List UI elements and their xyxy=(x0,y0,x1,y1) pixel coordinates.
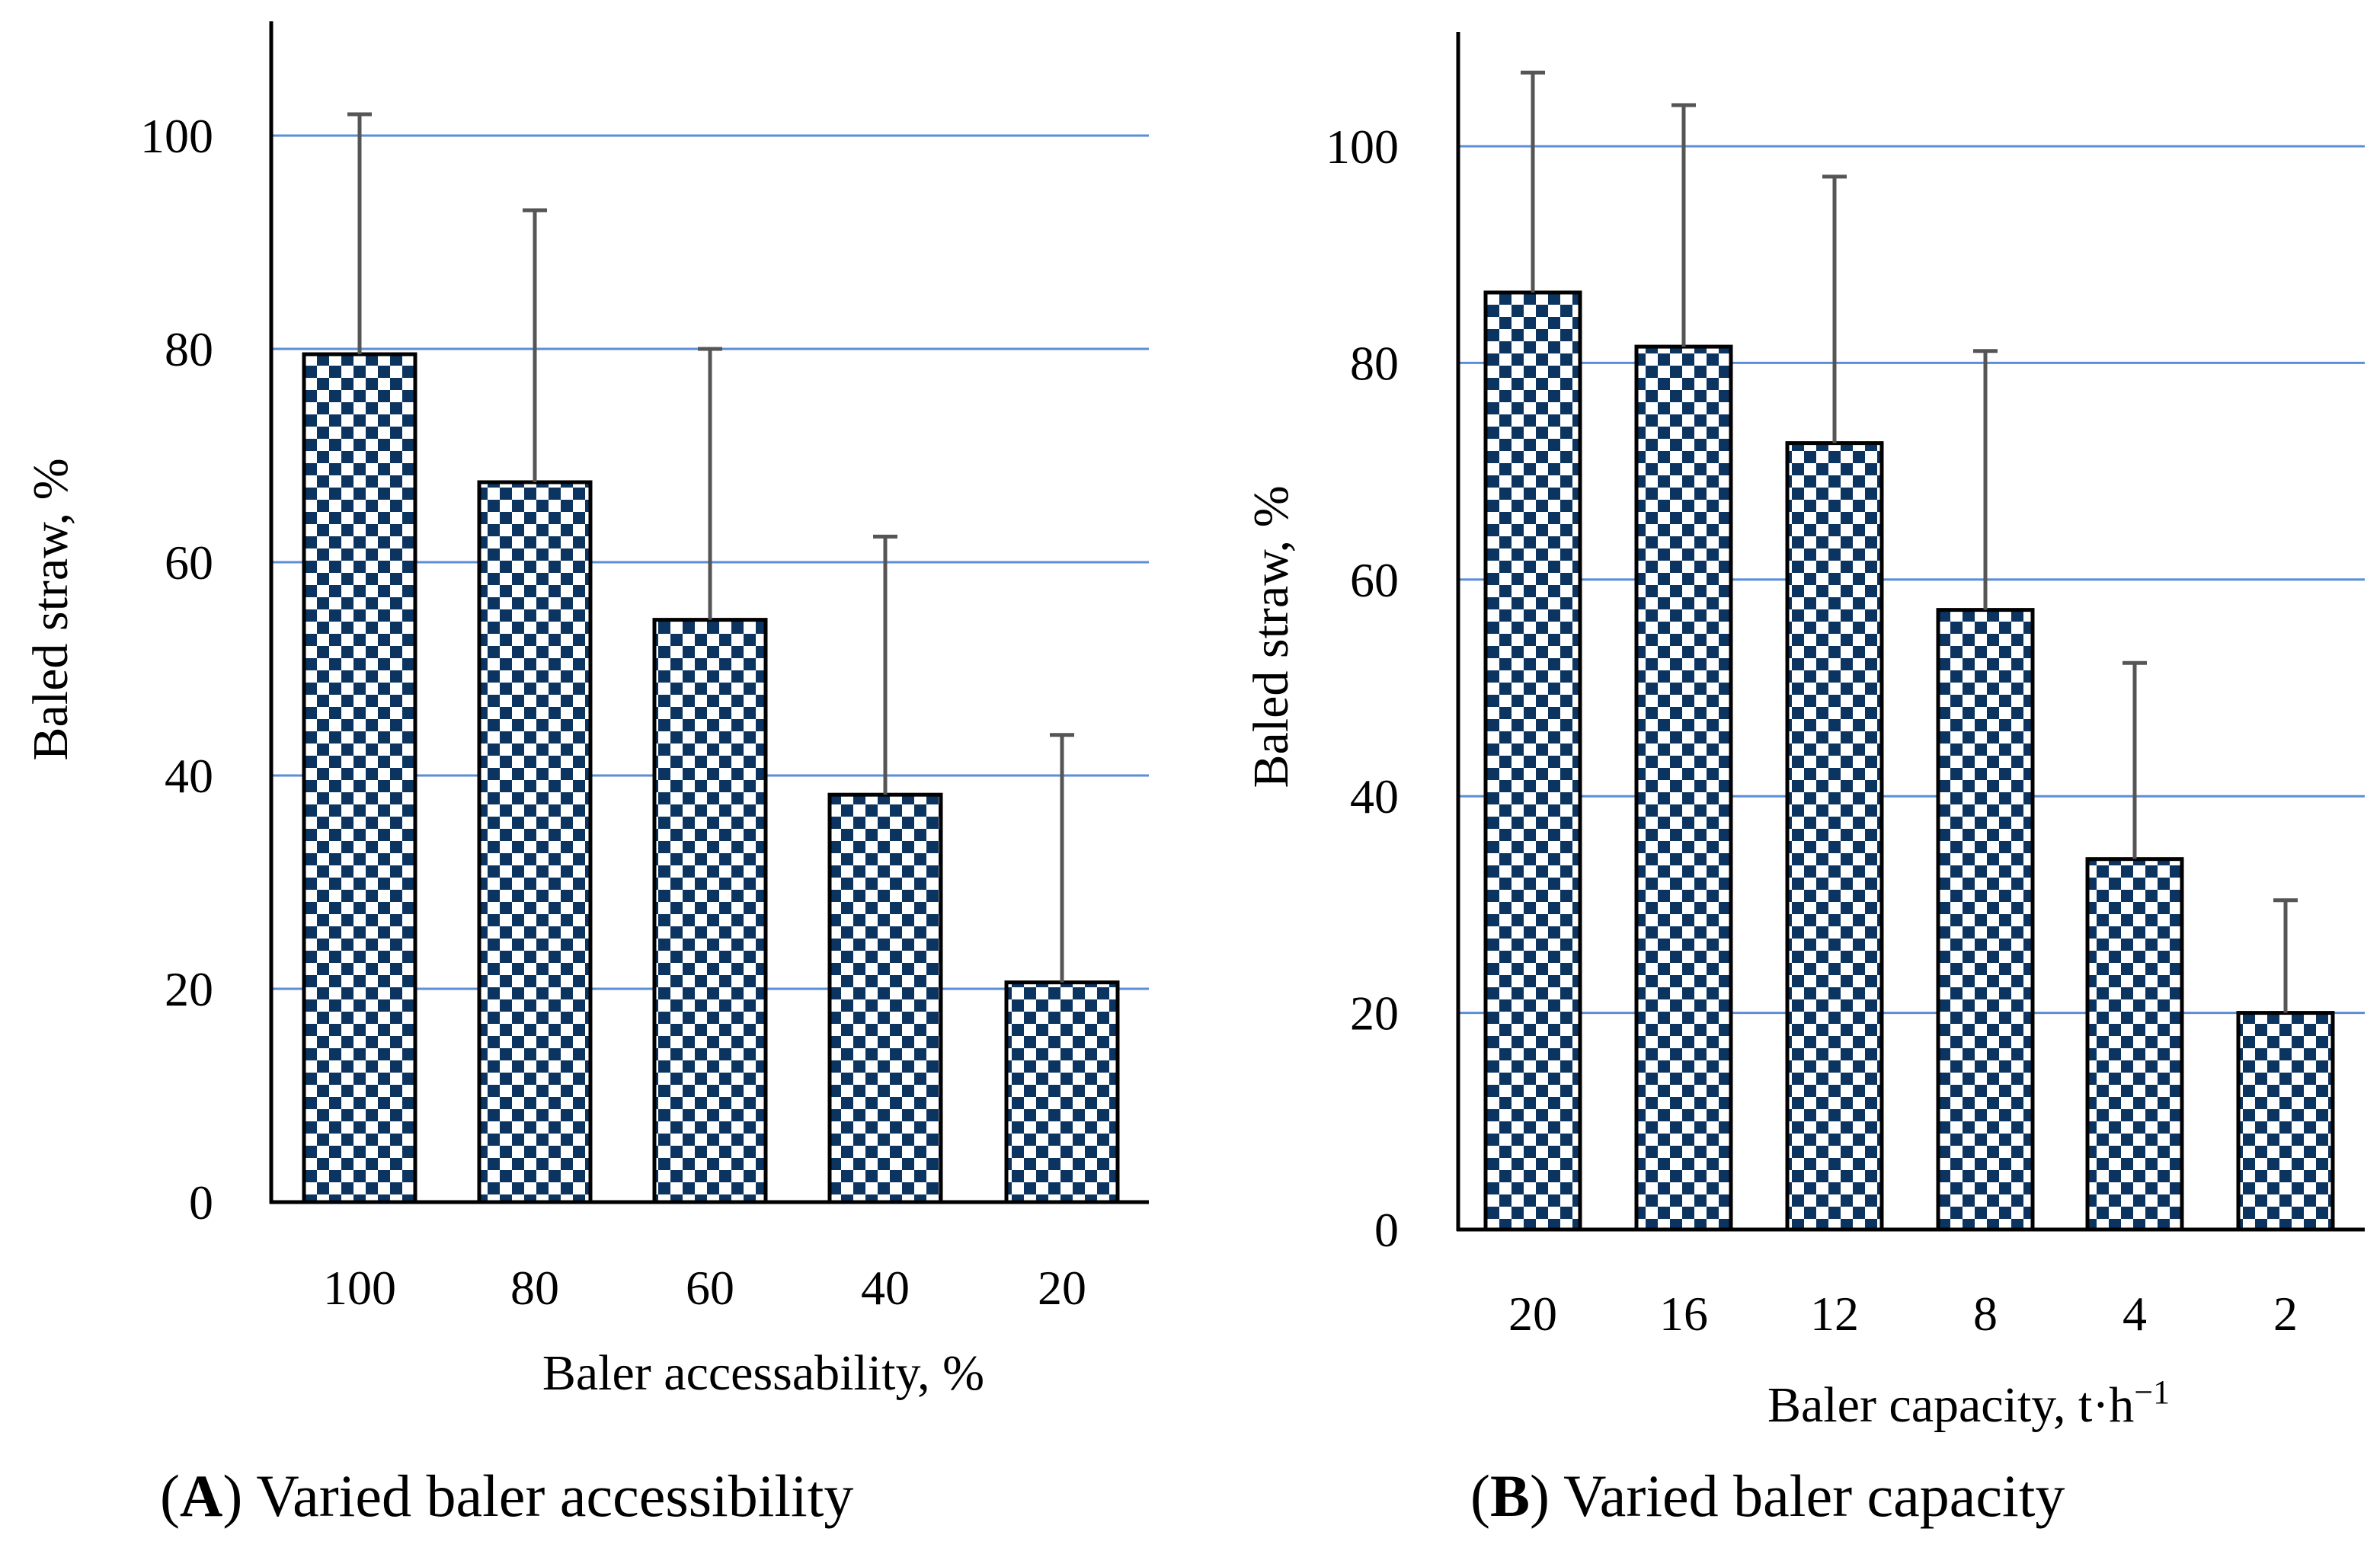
chart-a-y-axis-title: Baled straw, % xyxy=(23,458,78,760)
chart-b-bar-8 xyxy=(1936,608,2035,1232)
chart-a-y-tick-label: 80 xyxy=(165,322,213,376)
chart-b-x-tick-label: 8 xyxy=(1973,1287,1998,1341)
chart-a-caption-text: Varied baler accessibility xyxy=(242,1463,853,1529)
chart-a-y-tick-label: 60 xyxy=(165,536,213,590)
chart-b-y-tick-label: 100 xyxy=(1326,120,1399,174)
chart-a-bar-100 xyxy=(302,352,417,1204)
chart-a-y-tick-label: 20 xyxy=(165,962,213,1016)
chart-a-x-tick-label: 40 xyxy=(861,1261,910,1315)
chart-b-y-tick-label: 80 xyxy=(1350,336,1399,390)
chart-b-gridlines xyxy=(1458,145,2365,1015)
chart-b-x-axis-title: Baler capacity, t·h−1 xyxy=(1767,1374,2170,1433)
chart-b-x-tick-label: 4 xyxy=(2122,1287,2147,1341)
chart-b-bar-4 xyxy=(2085,857,2184,1232)
chart-a-y-ticks: 0 20 40 60 80 100 xyxy=(140,109,213,1230)
chart-a-panel-label: A xyxy=(180,1463,222,1529)
chart-a-caption: (A) Varied baler accessibility xyxy=(160,1463,853,1529)
chart-b-bars xyxy=(1483,290,2335,1232)
chart-a-x-tick-label: 100 xyxy=(323,1261,396,1315)
chart-a-x-tick-label: 20 xyxy=(1038,1261,1086,1315)
chart-b-caption-close: ) xyxy=(1530,1463,1550,1529)
chart-b-x-tick-label: 2 xyxy=(2273,1287,2298,1341)
chart-b-x-axis-title-main: Baler capacity, t·h xyxy=(1767,1377,2134,1433)
chart-b-bar-16 xyxy=(1634,344,1733,1232)
chart-a-x-ticks: 100 80 60 40 20 xyxy=(323,1261,1086,1315)
chart-a-x-tick-label: 60 xyxy=(686,1261,734,1315)
chart-b-y-tick-label: 40 xyxy=(1350,769,1399,823)
chart-b-bar-20 xyxy=(1483,290,1582,1232)
chart-b-y-ticks: 0 20 40 60 80 100 xyxy=(1326,120,1399,1257)
chart-b-y-tick-label: 60 xyxy=(1350,553,1399,607)
chart-a-bar-40 xyxy=(827,792,943,1204)
chart-b-y-tick-label: 20 xyxy=(1350,987,1399,1041)
chart-a-bar-80 xyxy=(477,480,593,1204)
chart-b-x-axis-title-sup: −1 xyxy=(2134,1374,2170,1411)
chart-a-bars xyxy=(302,352,1120,1204)
chart-a-x-tick-label: 80 xyxy=(510,1261,559,1315)
chart-a-y-tick-label: 0 xyxy=(189,1175,213,1230)
chart-b-panel-label: B xyxy=(1490,1463,1530,1529)
chart-b-error-bars xyxy=(1521,70,2298,1013)
chart-b-bar-12 xyxy=(1785,441,1884,1232)
chart-a-y-tick-label: 40 xyxy=(165,749,213,803)
chart-b-axes xyxy=(1456,32,2365,1232)
chart-a-error-bars xyxy=(347,112,1074,983)
chart-b-bar-2 xyxy=(2236,1011,2335,1232)
chart-b: 0 20 40 60 80 100 20 16 12 8 4 2 Baler capacity, t… xyxy=(1243,32,2365,1529)
chart-b-y-axis-title: Baled straw, % xyxy=(1243,485,1299,788)
chart-b-x-tick-label: 20 xyxy=(1508,1287,1557,1341)
chart-a-axes xyxy=(269,21,1149,1204)
chart-b-caption-open: ( xyxy=(1470,1463,1490,1529)
chart-a-caption-close: ) xyxy=(222,1463,242,1529)
chart-a-bar-20 xyxy=(1004,980,1120,1204)
chart-b-x-tick-label: 16 xyxy=(1659,1287,1708,1341)
chart-b-x-ticks: 20 16 12 8 4 2 xyxy=(1508,1287,2298,1341)
chart-a-bar-60 xyxy=(652,618,768,1204)
chart-b-caption-text: Varied baler capacity xyxy=(1550,1463,2065,1529)
chart-b-x-tick-label: 12 xyxy=(1810,1287,1859,1341)
chart-a: 0 20 40 60 80 100 100 80 60 40 20 Baler accessabi… xyxy=(23,21,1149,1529)
chart-a-caption-open: ( xyxy=(160,1463,180,1529)
chart-a-y-tick-label: 100 xyxy=(140,109,213,163)
chart-a-x-axis-title: Baler accessability, % xyxy=(542,1345,984,1401)
chart-b-y-tick-label: 0 xyxy=(1374,1203,1399,1257)
chart-b-caption: (B) Varied baler capacity xyxy=(1470,1463,2065,1529)
